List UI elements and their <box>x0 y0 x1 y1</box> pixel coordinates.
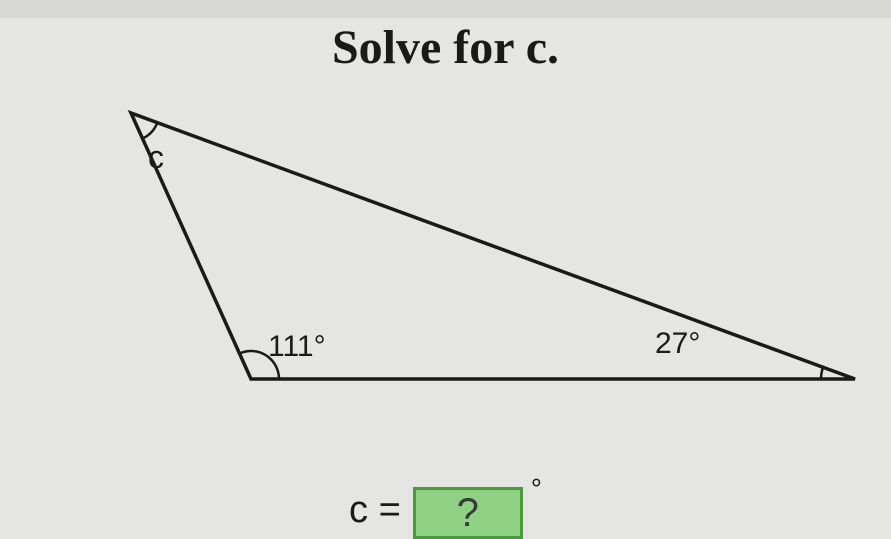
answer-input-box[interactable]: ? <box>413 487 523 539</box>
equation-lhs: c = <box>349 491 401 529</box>
page-title: Solve for c. <box>0 20 891 75</box>
angle-label-111: 111° <box>268 330 326 364</box>
triangle-svg <box>85 105 865 395</box>
header-strip <box>0 0 891 18</box>
answer-row: c = ? ° <box>0 487 891 535</box>
angle-label-27: 27° <box>655 327 700 361</box>
degree-unit: ° <box>531 473 542 505</box>
triangle-shape <box>131 113 855 379</box>
angle-label-c: c <box>148 139 164 176</box>
angle-arc-27 <box>821 367 823 379</box>
triangle-diagram: c 111° 27° <box>85 105 865 395</box>
angle-arc-c <box>143 123 158 139</box>
